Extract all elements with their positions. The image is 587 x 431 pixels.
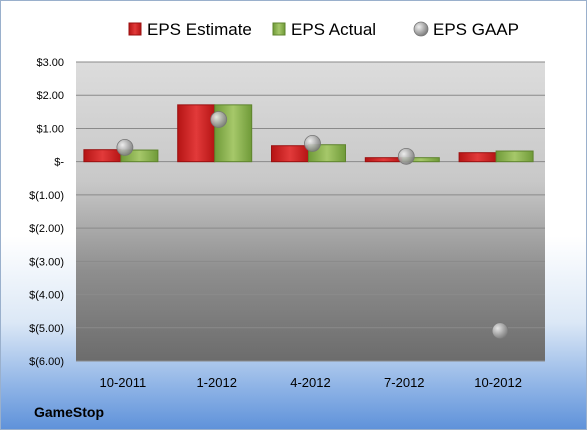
y-tick-label: $1.00 [36, 123, 64, 135]
legend-label-eps-gaap: EPS GAAP [433, 20, 519, 39]
y-tick-label: $(5.00) [29, 323, 64, 335]
bar-eps-estimate-10-2011 [83, 149, 122, 163]
bar-eps-estimate-4-2012 [271, 145, 309, 163]
company-name: GameStop [34, 404, 105, 420]
point-eps-gaap-4-2012 [304, 134, 321, 152]
y-tick-label: $3.00 [36, 57, 64, 69]
legend-label-eps-actual: EPS Actual [291, 20, 376, 39]
y-tick-label: $(1.00) [29, 190, 64, 202]
gaap-points [116, 111, 509, 340]
x-category-label: 7-2012 [384, 375, 424, 390]
bar-eps-estimate-7-2012 [364, 157, 403, 163]
legend-swatch-eps-estimate [128, 22, 142, 36]
x-category-label: 1-2012 [196, 375, 236, 390]
y-tick-label: $(4.00) [29, 290, 64, 302]
y-axis-ticks: $3.00 $2.00 $1.00 $- $(1.00) $(2.00) $(3.00) $(… [29, 57, 64, 368]
bar-eps-estimate-1-2012 [177, 104, 216, 163]
y-tick-label: $(6.00) [29, 356, 64, 368]
legend-label-eps-estimate: EPS Estimate [147, 20, 252, 39]
point-eps-gaap-7-2012 [397, 147, 415, 165]
plot-area [76, 62, 545, 361]
legend: EPS Estimate EPS Actual EPS GAAP [128, 20, 519, 39]
bar-eps-actual-10-2011 [120, 149, 159, 163]
x-category-label: 10-2012 [474, 375, 522, 390]
point-eps-gaap-1-2012 [210, 111, 228, 128]
y-tick-label: $(3.00) [29, 256, 64, 268]
point-eps-gaap-10-2012 [491, 322, 509, 340]
legend-swatch-eps-actual [272, 22, 286, 36]
legend-swatch-eps-gaap [413, 21, 429, 37]
y-tick-label: $(2.00) [29, 223, 64, 235]
point-eps-gaap-10-2011 [116, 138, 134, 156]
bars [83, 104, 534, 163]
bar-eps-estimate-10-2012 [458, 152, 497, 163]
y-tick-label: $2.00 [36, 90, 64, 102]
x-axis-categories: 10-2011 1-2012 4-2012 7-2012 10-2012 [100, 375, 522, 390]
x-category-label: 4-2012 [290, 375, 330, 390]
bar-eps-actual-10-2012 [495, 150, 534, 163]
x-category-label: 10-2011 [100, 375, 147, 390]
y-tick-label: $- [54, 157, 64, 169]
